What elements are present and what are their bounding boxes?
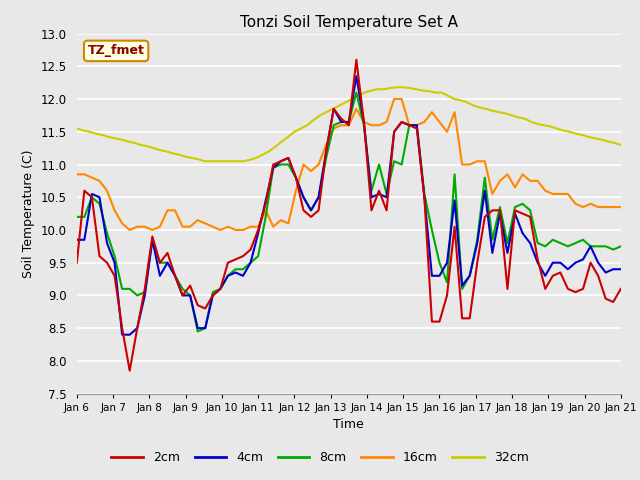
Legend: 2cm, 4cm, 8cm, 16cm, 32cm: 2cm, 4cm, 8cm, 16cm, 32cm [106,446,534,469]
16cm [126,227,134,233]
Line: 2cm: 2cm [77,60,621,371]
Text: TZ_fmet: TZ_fmet [88,44,145,58]
4cm [579,256,587,262]
8cm [557,240,564,246]
32cm [201,158,209,164]
4cm [118,332,126,337]
4cm [541,273,549,279]
8cm [617,243,625,249]
16cm [541,188,549,193]
Line: 16cm: 16cm [77,99,621,230]
8cm [360,122,368,128]
8cm [262,214,269,220]
2cm [262,201,269,207]
16cm [202,220,209,226]
32cm [73,126,81,132]
2cm [541,286,549,292]
16cm [73,171,81,177]
8cm [579,237,587,243]
Line: 8cm: 8cm [77,93,621,331]
8cm [202,325,209,331]
2cm [126,368,134,373]
32cm [99,132,106,138]
32cm [86,129,93,135]
2cm [579,286,587,292]
16cm [579,204,587,210]
2cm [617,286,625,292]
32cm [342,99,349,105]
2cm [360,119,368,125]
32cm [547,124,554,130]
Y-axis label: Soil Temperature (C): Soil Temperature (C) [22,149,35,278]
16cm [390,96,398,102]
4cm [557,260,564,265]
8cm [194,328,202,334]
8cm [73,214,81,220]
32cm [131,140,138,146]
Line: 4cm: 4cm [77,76,621,335]
4cm [360,119,368,125]
2cm [73,260,81,265]
4cm [262,198,269,204]
32cm [617,142,625,148]
8cm [353,90,360,96]
4cm [73,237,81,243]
2cm [353,57,360,63]
Title: Tonzi Soil Temperature Set A: Tonzi Soil Temperature Set A [240,15,458,30]
2cm [557,270,564,276]
32cm [502,110,509,116]
2cm [202,306,209,312]
16cm [353,106,360,112]
16cm [617,204,625,210]
8cm [541,243,549,249]
4cm [353,73,360,79]
16cm [557,191,564,197]
Line: 32cm: 32cm [77,87,621,161]
4cm [202,325,209,331]
X-axis label: Time: Time [333,418,364,431]
16cm [262,207,269,213]
32cm [393,84,401,90]
4cm [617,266,625,272]
